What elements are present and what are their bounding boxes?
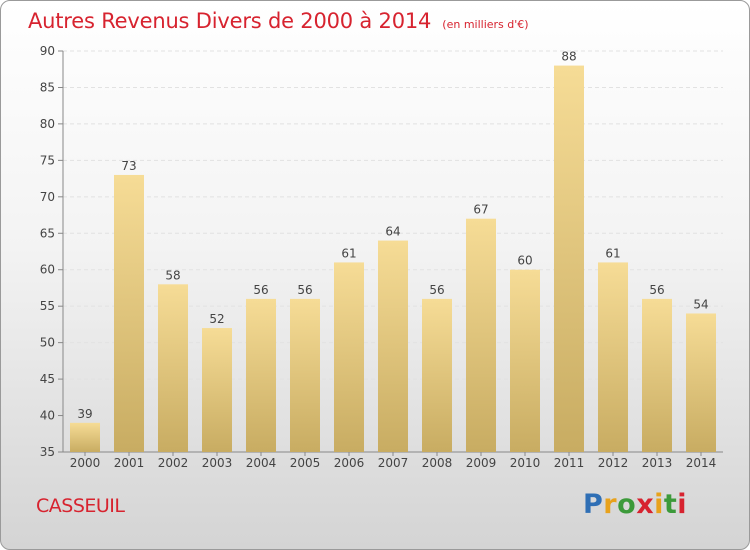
x-tick-label: 2003 bbox=[202, 456, 233, 470]
logo-letter: o bbox=[617, 489, 637, 520]
bar bbox=[422, 298, 452, 452]
y-tick-label: 70 bbox=[40, 190, 55, 204]
x-tick-label: 2011 bbox=[554, 456, 585, 470]
chart-subtitle: (en milliers d'€) bbox=[442, 18, 529, 31]
x-tick-label: 2006 bbox=[334, 456, 365, 470]
y-tick-label: 50 bbox=[40, 336, 55, 350]
y-tick-label: 45 bbox=[40, 372, 55, 386]
x-tick-label: 2002 bbox=[158, 456, 189, 470]
y-tick-label: 75 bbox=[40, 153, 55, 167]
bar bbox=[642, 298, 672, 452]
bar bbox=[686, 313, 716, 452]
x-tick-label: 2004 bbox=[246, 456, 277, 470]
chart-title: Autres Revenus Divers de 2000 à 2014 (en… bbox=[28, 9, 529, 33]
y-tick-label: 65 bbox=[40, 226, 55, 240]
data-label: 56 bbox=[297, 283, 312, 297]
bar bbox=[378, 240, 408, 452]
bar bbox=[554, 65, 584, 452]
bar bbox=[290, 298, 320, 452]
bar bbox=[202, 328, 232, 452]
x-tick-label: 2012 bbox=[598, 456, 629, 470]
y-tick-label: 80 bbox=[40, 117, 55, 131]
y-tick-label: 40 bbox=[40, 409, 55, 423]
logo-letter: P bbox=[583, 489, 604, 520]
logo-letter: x bbox=[636, 489, 655, 520]
x-tick-label: 2007 bbox=[378, 456, 409, 470]
chart-title-main: Autres Revenus Divers de 2000 à 2014 bbox=[28, 9, 432, 33]
data-label: 56 bbox=[649, 283, 664, 297]
data-label: 52 bbox=[209, 312, 224, 326]
y-tick-label: 35 bbox=[40, 445, 55, 459]
place-name: CASSEUIL bbox=[36, 495, 125, 517]
data-label: 73 bbox=[121, 159, 136, 173]
data-label: 61 bbox=[605, 246, 620, 260]
x-tick-label: 2005 bbox=[290, 456, 321, 470]
x-tick-label: 2009 bbox=[466, 456, 497, 470]
x-tick-label: 2008 bbox=[422, 456, 453, 470]
data-label: 56 bbox=[253, 283, 268, 297]
logo-letter: i bbox=[654, 489, 664, 520]
bar bbox=[70, 422, 100, 452]
bar bbox=[598, 262, 628, 452]
bar bbox=[246, 298, 276, 452]
y-tick-label: 90 bbox=[40, 44, 55, 58]
data-label: 67 bbox=[473, 203, 488, 217]
x-tick-label: 2001 bbox=[114, 456, 145, 470]
data-label: 58 bbox=[165, 268, 180, 282]
bar bbox=[334, 262, 364, 452]
proxiti-logo: Proxiti bbox=[583, 489, 687, 520]
data-label: 56 bbox=[429, 283, 444, 297]
logo-letter: i bbox=[677, 489, 688, 520]
logo-letter: r bbox=[603, 489, 618, 520]
x-tick-label: 2000 bbox=[70, 456, 101, 470]
data-label: 88 bbox=[561, 50, 576, 64]
bar bbox=[466, 218, 496, 452]
data-label: 61 bbox=[341, 246, 356, 260]
y-tick-label: 85 bbox=[40, 80, 55, 94]
bar bbox=[114, 174, 144, 453]
logo-letter: t bbox=[663, 489, 678, 520]
x-tick-label: 2013 bbox=[642, 456, 673, 470]
bar bbox=[158, 284, 188, 452]
data-label: 60 bbox=[517, 254, 532, 268]
data-label: 39 bbox=[77, 407, 92, 421]
y-tick-label: 60 bbox=[40, 263, 55, 277]
bar bbox=[510, 269, 540, 452]
y-tick-label: 55 bbox=[40, 299, 55, 313]
x-tick-label: 2010 bbox=[510, 456, 541, 470]
data-label: 64 bbox=[385, 225, 400, 239]
data-label: 54 bbox=[693, 297, 708, 311]
x-tick-label: 2014 bbox=[686, 456, 717, 470]
